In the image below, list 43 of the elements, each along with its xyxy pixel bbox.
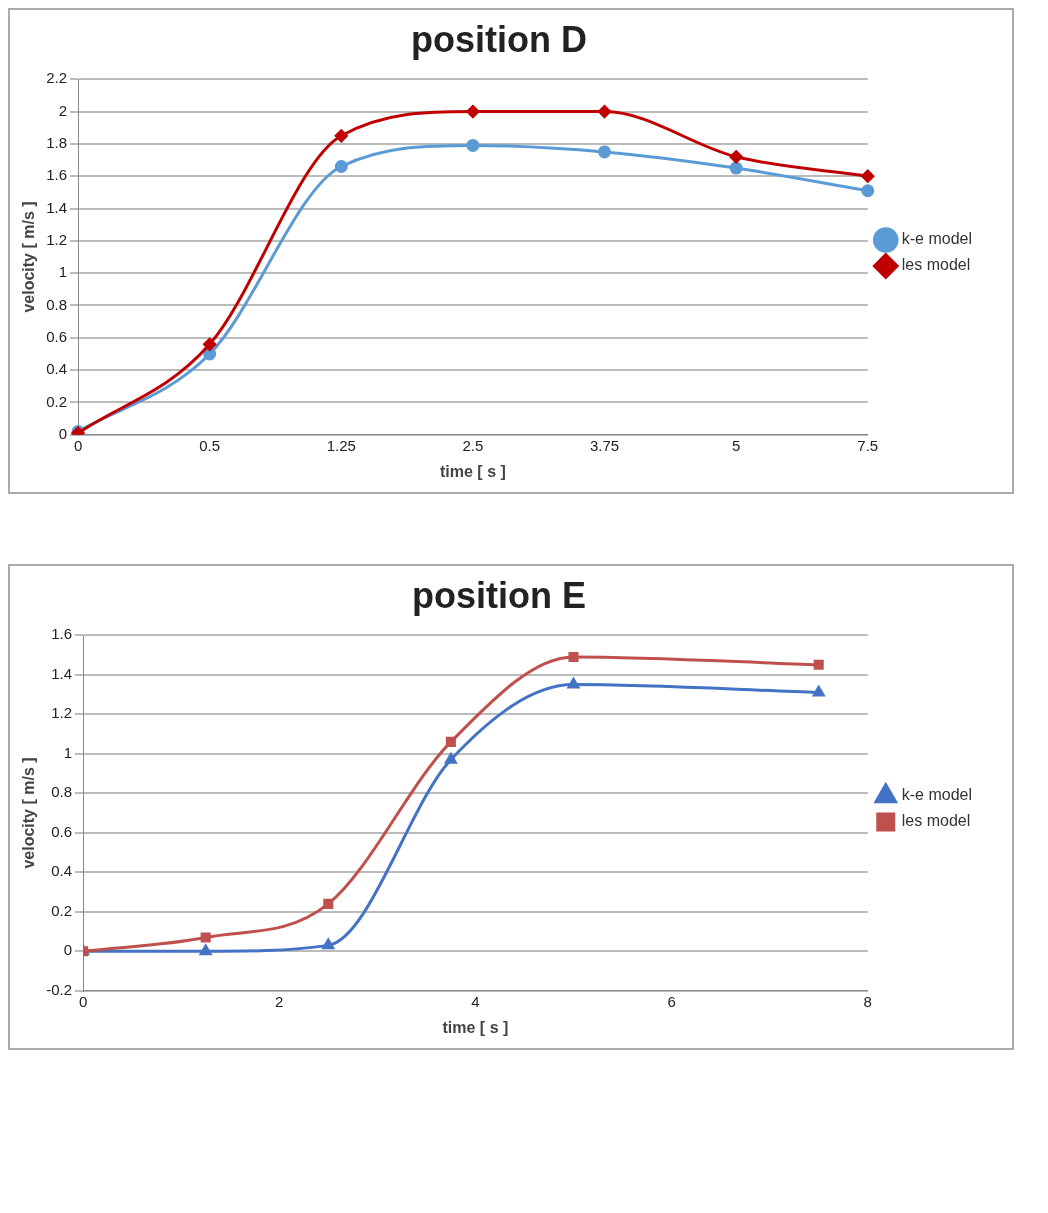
y-tick-label: 1.8 <box>46 134 68 151</box>
y-axis-title: velocity [ m/s ] <box>20 757 38 869</box>
x-tick-label: 2 <box>275 992 284 1010</box>
y-tick-label: 0.2 <box>51 901 73 919</box>
x-tick-label: 5 <box>731 436 741 454</box>
x-tick-label: 7.5 <box>857 436 879 454</box>
x-tick-label: 1.25 <box>326 436 356 454</box>
y-tick-label: 0.8 <box>46 295 68 313</box>
y-tick-label: 0 <box>58 424 68 442</box>
y-tick-label: 1.2 <box>51 704 73 722</box>
y-tick-label: 1.2 <box>46 230 68 248</box>
y-tick-label: 1 <box>63 743 73 761</box>
y-tick-label: 0.8 <box>51 783 73 801</box>
y-tick-label: 1 <box>58 263 68 281</box>
y-tick-label: 0.6 <box>46 327 68 345</box>
x-axis-title: time [ s ] <box>442 1018 509 1036</box>
legend-label: k-e model <box>901 230 972 248</box>
x-tick-label: 8 <box>863 992 872 1010</box>
y-axis-title: velocity [ m/s ] <box>20 201 38 313</box>
y-tick-label: 2 <box>58 101 68 119</box>
y-tick-label: 0.2 <box>46 392 68 410</box>
legend-label: k-e model <box>901 786 972 804</box>
legend-label: les model <box>901 256 971 274</box>
x-axis-title: time [ s ] <box>440 462 506 480</box>
y-tick-label: 0.6 <box>51 822 73 840</box>
y-tick-label: -0.2 <box>46 980 73 998</box>
x-tick-label: 4 <box>471 992 480 1010</box>
y-tick-label: 1.4 <box>46 198 68 216</box>
x-tick-label: 6 <box>667 992 676 1010</box>
y-tick-label: 1.4 <box>51 664 73 682</box>
x-tick-label: 3.75 <box>589 436 620 454</box>
y-tick-label: 0 <box>63 941 73 959</box>
legend-label: les model <box>901 812 971 830</box>
y-tick-label: 0.4 <box>51 862 73 880</box>
chart-title: position D <box>411 18 587 60</box>
x-tick-label: 0.5 <box>199 436 221 454</box>
chart-title: position E <box>412 574 586 616</box>
y-tick-label: 0.4 <box>46 360 68 378</box>
y-tick-label: 1.6 <box>46 166 68 184</box>
y-tick-label: 1.6 <box>51 625 73 643</box>
y-tick-label: 2.2 <box>46 69 68 87</box>
x-tick-label: 0 <box>78 992 88 1010</box>
x-tick-label: 2.5 <box>462 436 484 454</box>
